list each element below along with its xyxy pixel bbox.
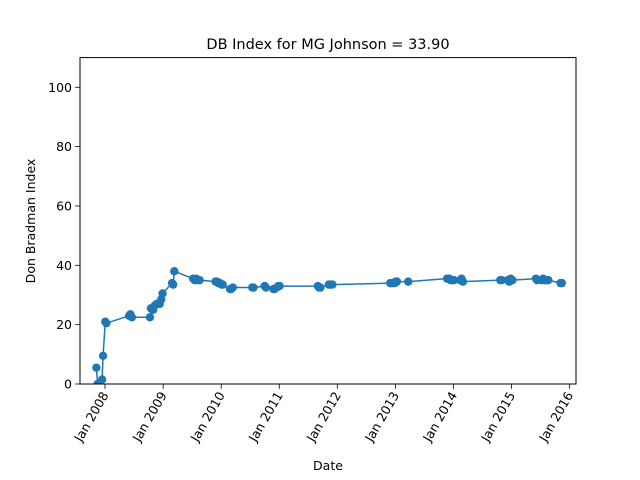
y-tick-label: 20 xyxy=(56,317,72,332)
data-point xyxy=(328,280,337,289)
data-point xyxy=(508,275,517,285)
data-point xyxy=(544,275,553,285)
data-point xyxy=(218,280,227,289)
chart-title: DB Index for MG Johnson = 33.90 xyxy=(206,37,449,53)
y-tick-label: 80 xyxy=(56,139,72,154)
data-point xyxy=(158,289,167,298)
data-point xyxy=(497,275,506,285)
plot-area xyxy=(80,57,576,384)
data-point xyxy=(557,278,567,288)
data-point xyxy=(102,318,111,328)
series-group xyxy=(92,267,567,384)
x-axis-label: Date xyxy=(313,458,343,473)
data-point xyxy=(97,375,107,384)
data-point xyxy=(316,283,325,292)
data-point xyxy=(392,277,402,286)
y-axis-label: Don Bradman Index xyxy=(23,159,38,284)
data-point xyxy=(170,267,179,276)
y-tick-label: 100 xyxy=(48,80,72,95)
y-tick-label: 60 xyxy=(56,198,72,213)
data-point xyxy=(195,275,204,285)
data-point xyxy=(228,283,238,292)
data-point xyxy=(249,283,258,292)
data-point xyxy=(127,313,137,322)
data-point xyxy=(261,283,271,292)
data-point xyxy=(145,313,155,322)
data-point xyxy=(92,363,101,372)
plot-frame xyxy=(79,57,577,385)
data-point xyxy=(458,277,468,286)
data-point xyxy=(404,277,413,286)
data-point xyxy=(449,275,459,285)
data-point xyxy=(98,351,108,361)
y-tick-label: 0 xyxy=(64,377,72,392)
data-point xyxy=(168,280,178,289)
y-axis: 0 20 40 60 80 100 xyxy=(48,80,80,392)
data-point xyxy=(275,281,284,291)
series-layer xyxy=(92,267,567,384)
y-tick-label: 40 xyxy=(56,258,72,273)
